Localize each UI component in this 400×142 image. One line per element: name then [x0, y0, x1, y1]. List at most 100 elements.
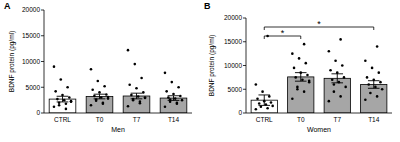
- data-point: [135, 87, 138, 90]
- y-tick-label: 0: [238, 109, 242, 116]
- data-point: [271, 105, 274, 108]
- y-tick: [243, 65, 246, 66]
- data-point: [70, 100, 73, 103]
- data-point: [298, 57, 301, 60]
- data-point: [144, 96, 147, 99]
- data-point: [367, 83, 370, 86]
- data-point: [170, 81, 173, 84]
- bar: [288, 77, 314, 113]
- error-bar: [57, 96, 69, 102]
- data-point: [165, 90, 168, 93]
- data-point: [174, 97, 177, 100]
- data-point: [333, 83, 336, 86]
- data-point: [176, 101, 179, 104]
- data-point: [260, 106, 263, 109]
- data-point: [56, 98, 59, 101]
- data-point: [103, 85, 106, 88]
- data-point: [172, 93, 175, 96]
- data-point: [65, 102, 68, 105]
- data-point: [90, 68, 93, 71]
- data-point: [96, 80, 99, 83]
- data-point: [70, 100, 73, 103]
- x-axis: [246, 113, 392, 114]
- data-point: [303, 43, 306, 46]
- y-axis-label: BDNF protein (pg/ml): [8, 31, 16, 92]
- error-bar: [168, 96, 180, 101]
- y-tick: [41, 61, 44, 62]
- data-point: [98, 91, 101, 94]
- y-tick-label: 0: [36, 109, 40, 116]
- x-tick-label: T0: [96, 116, 104, 123]
- data-point: [331, 78, 334, 81]
- figure: ABDNF protein (pg/ml)0500010000150002000…: [0, 0, 400, 142]
- data-point: [139, 100, 142, 103]
- data-point: [364, 59, 367, 62]
- x-axis: [44, 113, 192, 114]
- y-tick: [243, 41, 246, 42]
- data-point: [379, 81, 382, 84]
- data-point: [93, 95, 96, 98]
- panel-label: A: [4, 1, 11, 11]
- panel: ABDNF protein (pg/ml)0500010000150002000…: [4, 1, 192, 133]
- data-point: [304, 62, 307, 65]
- error-bar: [131, 93, 143, 99]
- data-point: [328, 100, 331, 103]
- data-point: [90, 104, 93, 107]
- data-point: [270, 101, 273, 104]
- data-point: [258, 102, 261, 105]
- data-point: [293, 67, 296, 70]
- data-point: [376, 45, 379, 48]
- x-tick-label: T14: [368, 116, 380, 123]
- y-tick-label: 10000: [22, 58, 40, 65]
- data-point: [369, 92, 372, 95]
- error-bar: [295, 73, 307, 82]
- data-point: [381, 88, 384, 91]
- y-tick-label: 10000: [224, 62, 242, 69]
- data-point: [137, 95, 140, 98]
- bar: [361, 85, 387, 114]
- data-point: [308, 79, 311, 82]
- data-point: [107, 96, 110, 99]
- data-point: [339, 38, 342, 41]
- y-axis-label: BDNF protein (pg/ml): [208, 35, 216, 96]
- data-point: [102, 102, 105, 105]
- error-bar: [368, 81, 380, 89]
- data-point: [344, 86, 347, 89]
- y-tick: [243, 89, 246, 90]
- data-point: [127, 49, 130, 52]
- error-bar: [258, 95, 270, 105]
- data-point: [371, 67, 374, 70]
- data-point: [296, 86, 299, 89]
- data-point: [301, 78, 304, 81]
- data-point: [256, 97, 259, 100]
- data-point: [306, 74, 309, 77]
- panel-label: B: [204, 1, 211, 11]
- data-point: [366, 76, 369, 79]
- marks: [49, 49, 187, 113]
- data-point: [374, 86, 377, 89]
- data-point: [268, 95, 271, 98]
- data-point: [303, 90, 306, 93]
- data-point: [179, 95, 182, 98]
- x-tick-label: CTRL: [54, 116, 71, 123]
- y-tick-label: 5000: [26, 84, 41, 91]
- y-tick-label: 20000: [22, 6, 40, 13]
- data-point: [291, 97, 294, 100]
- data-point: [255, 83, 258, 86]
- data-point: [334, 59, 337, 62]
- x-tick-label: T7: [133, 116, 141, 123]
- data-point: [167, 96, 170, 99]
- y-tick: [41, 10, 44, 11]
- data-point: [339, 95, 342, 98]
- data-point: [53, 65, 56, 68]
- data-point: [164, 106, 167, 109]
- data-point: [294, 76, 297, 79]
- bar: [324, 78, 350, 113]
- y-tick-label: 20000: [224, 14, 242, 21]
- y-tick: [243, 113, 246, 114]
- data-point: [142, 91, 145, 94]
- data-point: [329, 69, 332, 72]
- x-tick-label: T14: [168, 116, 180, 123]
- data-point: [144, 97, 147, 100]
- data-point: [333, 90, 336, 93]
